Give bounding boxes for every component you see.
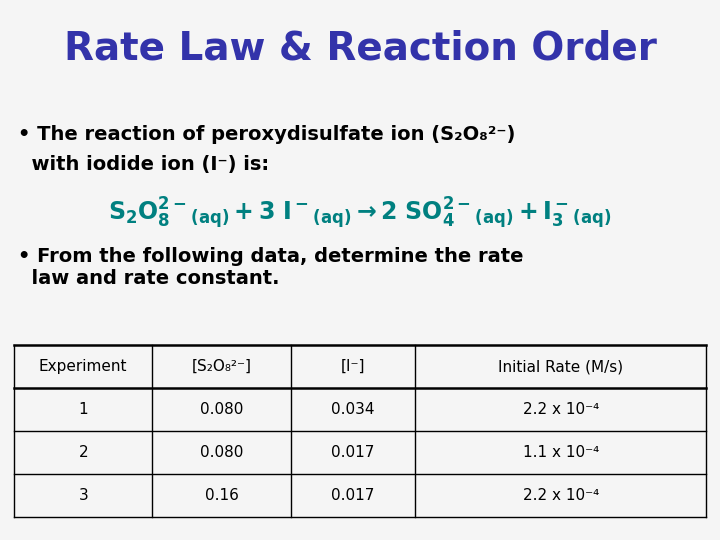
Text: 0.080: 0.080	[200, 445, 243, 460]
Text: 2.2 x 10⁻⁴: 2.2 x 10⁻⁴	[523, 488, 599, 503]
Text: 1: 1	[78, 402, 88, 417]
Text: 2: 2	[78, 445, 88, 460]
Text: • The reaction of peroxydisulfate ion (S₂O₈²⁻): • The reaction of peroxydisulfate ion (S…	[18, 125, 516, 144]
Text: Experiment: Experiment	[39, 359, 127, 374]
Text: • From the following data, determine the rate
  law and rate constant.: • From the following data, determine the…	[18, 247, 523, 288]
Text: 0.034: 0.034	[331, 402, 375, 417]
Text: 0.080: 0.080	[200, 402, 243, 417]
Text: 0.16: 0.16	[204, 488, 238, 503]
Text: 0.017: 0.017	[331, 488, 375, 503]
Text: Initial Rate (M/s): Initial Rate (M/s)	[498, 359, 624, 374]
Text: 1.1 x 10⁻⁴: 1.1 x 10⁻⁴	[523, 445, 599, 460]
Text: with iodide ion (I⁻) is:: with iodide ion (I⁻) is:	[18, 155, 269, 174]
Text: $\mathbf{S_2O_8^{2-}{}_{(aq)} + 3\ I^-{}_{(aq)} \rightarrow 2\ SO_4^{2-}{}_{(aq): $\mathbf{S_2O_8^{2-}{}_{(aq)} + 3\ I^-{}…	[108, 195, 612, 231]
Text: 3: 3	[78, 488, 88, 503]
Text: [S₂O₈²⁻]: [S₂O₈²⁻]	[192, 359, 251, 374]
Text: [I⁻]: [I⁻]	[341, 359, 365, 374]
Text: 2.2 x 10⁻⁴: 2.2 x 10⁻⁴	[523, 402, 599, 417]
Text: 0.017: 0.017	[331, 445, 375, 460]
Text: Rate Law & Reaction Order: Rate Law & Reaction Order	[63, 30, 657, 68]
